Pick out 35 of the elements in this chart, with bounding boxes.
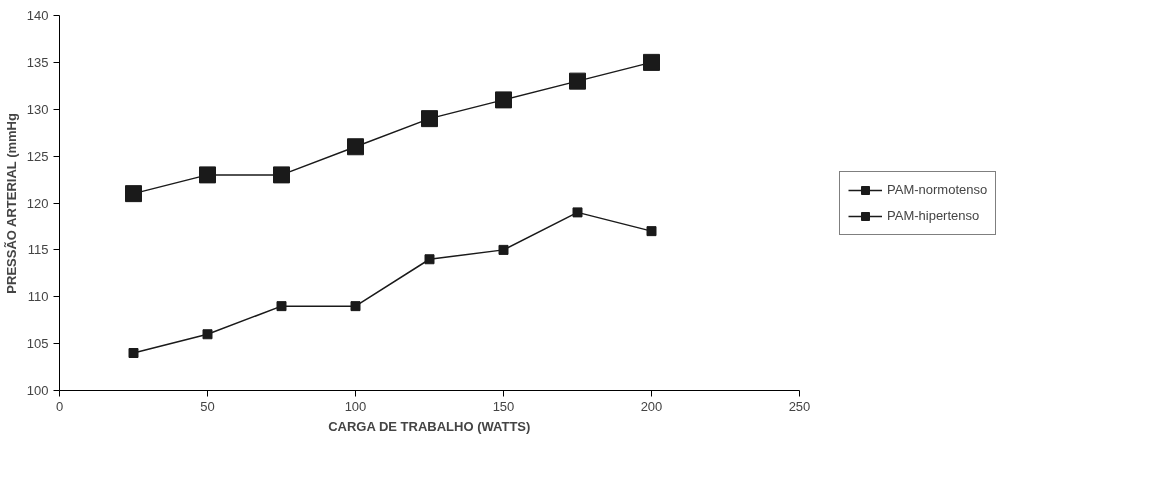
point <box>424 254 435 265</box>
legend-label: PAM-hipertenso <box>887 208 980 223</box>
x-tick-label: 0 <box>55 398 64 414</box>
point <box>569 72 586 90</box>
y-tick-label: 110 <box>27 289 49 305</box>
point <box>646 226 657 237</box>
x-tick-label: 100 <box>344 398 367 414</box>
legend-label: PAM-normotenso <box>887 182 988 197</box>
point <box>498 244 509 255</box>
point <box>202 329 213 340</box>
y-tick-label: 100 <box>26 383 49 398</box>
point <box>350 301 361 312</box>
point <box>125 185 142 203</box>
point <box>347 138 364 156</box>
y-tick-label: 140 <box>26 8 49 23</box>
x-tick-label: 150 <box>492 398 515 414</box>
x-axis-title: CARGA DE TRABALHO (WATTS) <box>328 418 531 434</box>
y-axis-title: PRESSÃO ARTERIAL (mmHg <box>3 113 19 294</box>
point <box>643 53 660 71</box>
point <box>273 166 290 184</box>
y-tick-label: 125 <box>26 148 49 164</box>
x-tick-label: 250 <box>788 398 811 414</box>
point <box>199 166 216 184</box>
point <box>572 207 583 218</box>
x-tick-label: 200 <box>640 398 663 414</box>
y-tick-label: 105 <box>26 336 49 352</box>
y-tick-label: 135 <box>26 54 49 70</box>
point <box>128 348 139 358</box>
point <box>495 91 512 109</box>
y-tick-label: 115 <box>27 242 49 258</box>
point <box>276 301 287 312</box>
y-tick-label: 130 <box>26 101 49 117</box>
point <box>421 110 438 128</box>
x-tick-label: 50 <box>200 398 215 414</box>
y-tick-label: 120 <box>26 195 49 211</box>
